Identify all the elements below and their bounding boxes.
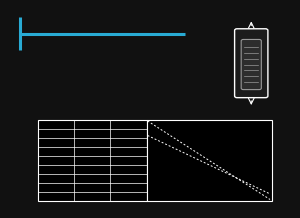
Bar	[38, 120, 147, 201]
FancyBboxPatch shape	[241, 39, 261, 90]
FancyBboxPatch shape	[235, 29, 268, 98]
Bar	[147, 120, 272, 201]
